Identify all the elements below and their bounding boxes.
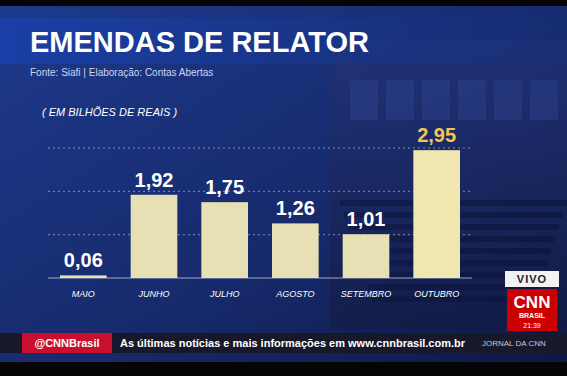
logo: CNN [514,293,551,312]
subtitle: Fonte: Siafi | Elaboração: Contas Aberta… [30,67,213,78]
photo-panel [458,80,486,120]
chart-svg: EMENDAS DE RELATOR Fonte: Siafi | Elabora… [0,0,567,376]
data-label: 0,06 [64,249,103,271]
page: EMENDAS DE RELATOR Fonte: Siafi | Elabora… [0,0,567,376]
screen-background [0,6,567,362]
data-label: 2,95 [417,124,456,146]
x-tick-label: JULHO [209,289,240,299]
x-tick-label: MAIO [72,289,95,299]
bar [201,202,248,278]
data-label: 1,75 [205,176,244,198]
ticker-text: As últimas notícias e mais informações e… [120,337,466,349]
tv-frame [0,0,567,376]
y-axis-label: ( EM BILHÕES DE REAIS ) [42,106,177,118]
live-label: VIVO [517,273,547,285]
photo-area [330,40,567,330]
logo-sub: BRASIL [519,312,546,319]
bar [343,234,390,278]
program-name: JORNAL DA CNN [482,339,546,348]
data-label: 1,01 [347,208,386,230]
ticker-bar [0,333,567,353]
bar [272,223,319,278]
clock: 21:39 [523,322,541,329]
live-box [505,271,559,287]
x-tick-label: OUTUBRO [414,289,459,299]
bar [131,195,178,278]
photo-panel [386,80,414,120]
photo-panel [350,80,378,120]
title-band [0,18,567,64]
handle: @CNNBrasil [34,337,99,349]
bar [60,275,107,278]
grid-line [48,278,472,279]
handle-box [22,333,112,353]
data-label: 1,92 [135,169,174,191]
x-tick-label: SETEMBRO [341,289,392,299]
data-label: 1,26 [276,197,315,219]
photo-panel [422,80,450,120]
grid-line [48,148,472,149]
bar [413,150,460,278]
title: EMENDAS DE RELATOR [30,26,369,58]
bars [60,150,460,278]
grid-line [48,191,472,192]
grid-line [48,234,472,235]
plenary-photo [330,40,567,330]
x-tick-label: JUNHO [138,289,170,299]
photo-panel [494,80,522,120]
x-tick-label: AGOSTO [275,289,314,299]
logo-box [507,289,557,331]
photo-panel [530,80,558,120]
